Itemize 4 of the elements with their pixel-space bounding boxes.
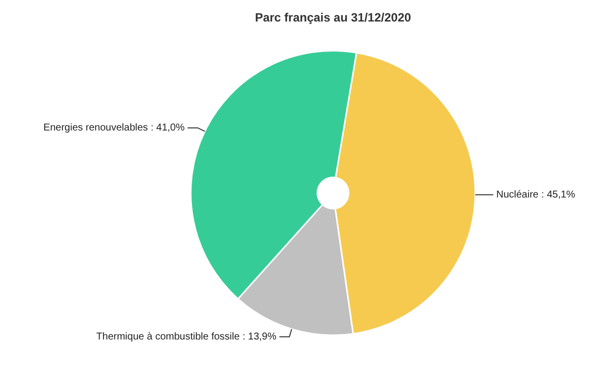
- slice-label: Energies renouvelables : 41,0%: [43, 122, 185, 134]
- chart-title: Parc français au 31/12/2020: [254, 10, 412, 24]
- slice-label: Thermique à combustible fossile : 13,9%: [96, 332, 276, 343]
- slice-label: Nucléaire : 45,1%: [496, 190, 576, 201]
